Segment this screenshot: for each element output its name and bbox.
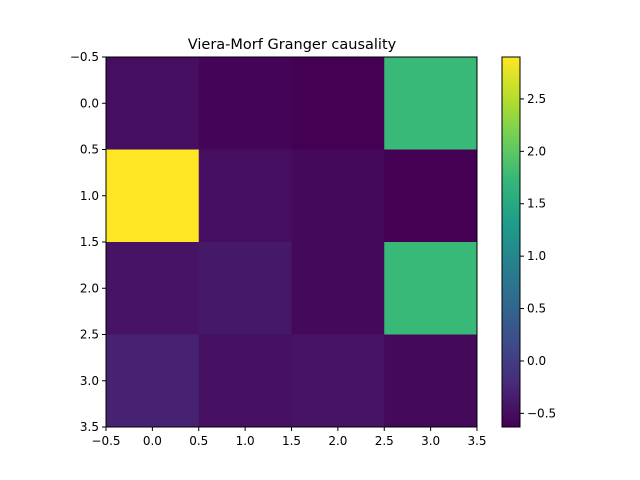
y-tick-label: 2.5 <box>80 328 99 342</box>
heatmap-cell-r3-c0 <box>106 334 200 428</box>
colorbar-tick-label: 2.5 <box>527 92 546 106</box>
colorbar-tick-label: 1.5 <box>527 197 546 211</box>
x-tick-label: 3.0 <box>421 434 440 448</box>
colorbar-tick-label: 1.0 <box>527 249 546 263</box>
y-tick-label: 3.0 <box>80 374 99 388</box>
colorbar-tick-label: 0.0 <box>527 354 546 368</box>
heatmap-cell-r0-c2 <box>291 57 385 150</box>
heatmap-cell-r3-c1 <box>198 334 292 428</box>
heatmap-cell-r1-c0 <box>106 149 200 243</box>
y-tick-label: 0.5 <box>80 143 99 157</box>
heatmap-cell-r1-c1 <box>198 149 292 243</box>
y-tick-label: −0.5 <box>70 50 99 64</box>
heatmap-cells <box>106 57 478 428</box>
colorbar-tick-label: −0.5 <box>527 406 556 420</box>
heatmap-cell-r2-c0 <box>106 242 200 335</box>
x-tick-label: 1.5 <box>282 434 301 448</box>
x-tick-label: 0.0 <box>143 434 162 448</box>
y-tick-label: 1.5 <box>80 235 99 249</box>
heatmap-cell-r3-c2 <box>291 334 385 428</box>
x-tick-label: 2.5 <box>375 434 394 448</box>
y-tick-label: 3.5 <box>80 420 99 434</box>
y-tick-label: 2.0 <box>80 281 99 295</box>
heatmap-cell-r1-c2 <box>291 149 385 243</box>
colorbar <box>501 56 521 428</box>
heatmap-cell-r1-c3 <box>384 149 478 243</box>
heatmap-cell-r0-c1 <box>198 57 292 150</box>
colorbar-axis: −0.5 0.0 0.5 1.0 1.5 2.0 2.5 <box>520 92 556 420</box>
colorbar-tick-label: 2.0 <box>527 144 546 158</box>
x-tick-label: 3.5 <box>467 434 486 448</box>
heatmap-cell-r2-c1 <box>198 242 292 335</box>
colorbar-tick-label: 0.5 <box>527 302 546 316</box>
heatmap-cell-r0-c0 <box>106 57 200 150</box>
x-tick-label: 2.0 <box>328 434 347 448</box>
y-tick-label: 1.0 <box>80 189 99 203</box>
x-axis: −0.5 0.0 0.5 1.0 1.5 2.0 2.5 3.0 3.5 <box>91 427 487 448</box>
heatmap-cell-r3-c3 <box>384 334 478 428</box>
y-tick-label: 0.0 <box>80 96 99 110</box>
chart-title: Viera-Morf Granger causality <box>188 37 397 53</box>
x-tick-label: 1.0 <box>236 434 255 448</box>
heatmap-cell-r2-c3 <box>384 242 478 335</box>
y-axis: −0.5 0.0 0.5 1.0 1.5 2.0 2.5 3.0 3.5 <box>70 50 106 434</box>
x-tick-label: −0.5 <box>91 434 120 448</box>
heatmap-cell-r2-c2 <box>291 242 385 335</box>
heatmap-cell-r0-c3 <box>384 57 478 150</box>
x-tick-label: 0.5 <box>189 434 208 448</box>
